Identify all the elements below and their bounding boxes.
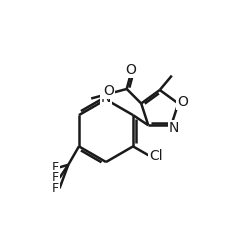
Text: O: O — [103, 84, 114, 98]
Text: F: F — [51, 182, 59, 195]
Text: O: O — [125, 63, 136, 77]
Text: Cl: Cl — [149, 149, 162, 163]
Text: F: F — [51, 171, 59, 184]
Text: N: N — [169, 121, 179, 135]
Text: F: F — [51, 161, 59, 174]
Text: N: N — [101, 91, 111, 105]
Text: O: O — [177, 95, 188, 109]
